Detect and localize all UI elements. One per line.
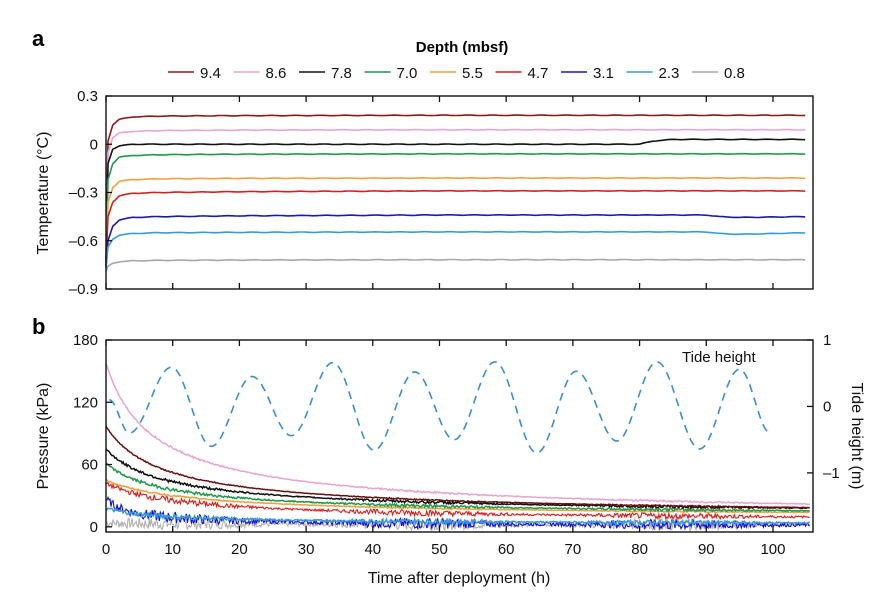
panel-a-y-axis-label: Temperature (°C) — [35, 132, 52, 255]
y-tick-label: –0.9 — [69, 281, 98, 298]
panel-a-y-ticks: 0.3 0 –0.3 –0.6 –0.9 — [69, 88, 112, 298]
temperature-line-7-0 — [105, 152, 806, 264]
legend-label-4-7: 4.7 — [528, 65, 549, 82]
temperature-series-group — [105, 114, 806, 272]
y-tick-label: 0.3 — [77, 88, 98, 105]
x-tick-label: 50 — [431, 541, 448, 558]
temperature-line-0-8 — [105, 258, 806, 272]
tide-height-line — [109, 361, 771, 454]
legend-title: Depth (mbsf) — [416, 39, 509, 56]
panel-label-b: b — [32, 314, 45, 339]
panel-b-frame — [105, 339, 814, 533]
panel-b-y2-ticks: 1 0 –1 — [807, 332, 840, 482]
panel-b-y-ticks: 180 120 60 0 — [73, 332, 112, 536]
y-tick-label: 0 — [90, 519, 98, 536]
legend: 9.4 8.6 7.8 7.0 5.5 4.7 3.1 2.3 0.8 — [168, 65, 745, 82]
x-tick-label: 40 — [364, 541, 381, 558]
tide-height-annotation: Tide height — [682, 349, 756, 366]
pressure-series-group — [105, 362, 811, 533]
panel-b-x-axis-label: Time after deployment (h) — [368, 570, 551, 587]
legend-label-2-3: 2.3 — [659, 65, 680, 82]
x-tick-label: 80 — [631, 541, 648, 558]
x-tick-label: 30 — [298, 541, 315, 558]
panel-a-temperature: 0.3 0 –0.3 –0.6 –0.9 Temperature (°C) — [35, 88, 814, 298]
pressure-line-8-6 — [105, 362, 810, 505]
y-tick-label: 0 — [90, 136, 98, 153]
legend-label-9-4: 9.4 — [200, 65, 221, 82]
temperature-line-2-3 — [105, 230, 806, 268]
panel-a-x-ticks — [105, 96, 774, 289]
y2-tick-label: 0 — [823, 398, 831, 415]
panel-b-x-ticks: 0 10 20 30 40 50 60 70 80 90 100 — [102, 340, 785, 558]
pressure-line-4-7 — [106, 481, 810, 521]
legend-label-8-6: 8.6 — [266, 65, 287, 82]
panel-label-a: a — [32, 26, 45, 51]
panel-b-y2-axis-label: Tide height (m) — [848, 383, 865, 490]
y2-tick-label: –1 — [823, 465, 840, 482]
panel-b-y-axis-label: Pressure (kPa) — [35, 383, 52, 490]
y-tick-label: –0.6 — [69, 233, 98, 250]
temperature-line-4-7 — [105, 189, 806, 267]
pressure-line-2-3 — [105, 507, 811, 527]
x-tick-label: 70 — [565, 541, 582, 558]
y-tick-label: 180 — [73, 332, 98, 349]
pressure-line-7-0 — [105, 462, 810, 513]
x-tick-label: 0 — [102, 541, 110, 558]
y-tick-label: 60 — [81, 457, 98, 474]
y-tick-label: 120 — [73, 394, 98, 411]
temperature-line-8-6 — [105, 128, 806, 257]
legend-label-3-1: 3.1 — [593, 65, 614, 82]
pressure-line-9-4 — [105, 425, 810, 509]
x-tick-label: 90 — [698, 541, 715, 558]
temperature-line-9-4 — [105, 114, 806, 261]
x-tick-label: 20 — [231, 541, 248, 558]
x-tick-label: 100 — [760, 541, 785, 558]
legend-label-7-0: 7.0 — [397, 65, 418, 82]
legend-label-7-8: 7.8 — [331, 65, 352, 82]
y2-tick-label: 1 — [823, 332, 831, 349]
temperature-line-7-8 — [105, 138, 806, 265]
temperature-line-5-5 — [105, 176, 806, 265]
legend-label-5-5: 5.5 — [462, 65, 483, 82]
x-tick-label: 10 — [164, 541, 181, 558]
temperature-line-3-1 — [105, 213, 806, 268]
legend-label-0-8: 0.8 — [724, 65, 745, 82]
y-tick-label: –0.3 — [69, 185, 98, 202]
x-tick-label: 60 — [498, 541, 515, 558]
